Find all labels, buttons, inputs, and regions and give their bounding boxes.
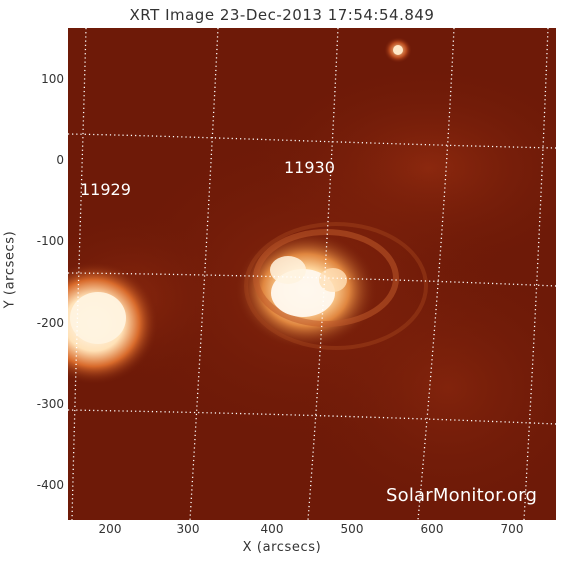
y-tick-0: 0 [56, 153, 64, 167]
y-axis-label: Y (arcsecs) [2, 230, 18, 309]
image-title: XRT Image 23-Dec-2013 17:54:54.849 [129, 6, 435, 24]
y-tick-100: 100 [41, 72, 64, 86]
x-axis-label: X (arcsecs) [242, 540, 322, 555]
x-tick-500: 500 [340, 522, 364, 536]
active-region-11929-core [70, 292, 126, 344]
region-label-11929: 11929 [80, 180, 131, 199]
watermark: SolarMonitor.org [386, 485, 538, 506]
x-tick-300: 300 [176, 522, 200, 536]
solar-image [68, 28, 556, 520]
active-region-11930-loop [253, 229, 399, 327]
x-tick-400: 400 [260, 522, 284, 536]
active-region-11930-loop [244, 222, 428, 350]
x-tick-700: 700 [500, 522, 524, 536]
plot-frame [67, 27, 557, 521]
y-tick-minus-300: -300 [36, 397, 64, 411]
y-tick-minus-100: -100 [36, 234, 64, 248]
region-label-11930: 11930 [284, 158, 335, 177]
x-tick-600: 600 [420, 522, 444, 536]
active-region-11930-core [319, 268, 347, 292]
solar-image-plot: 11929 11930 SolarMonitor.org [68, 28, 556, 520]
x-tick-200: 200 [98, 522, 122, 536]
coordinate-grid [68, 28, 556, 520]
bright-point-core [393, 45, 403, 55]
y-tick-minus-400: -400 [36, 478, 64, 492]
y-tick-minus-200: -200 [36, 316, 64, 330]
